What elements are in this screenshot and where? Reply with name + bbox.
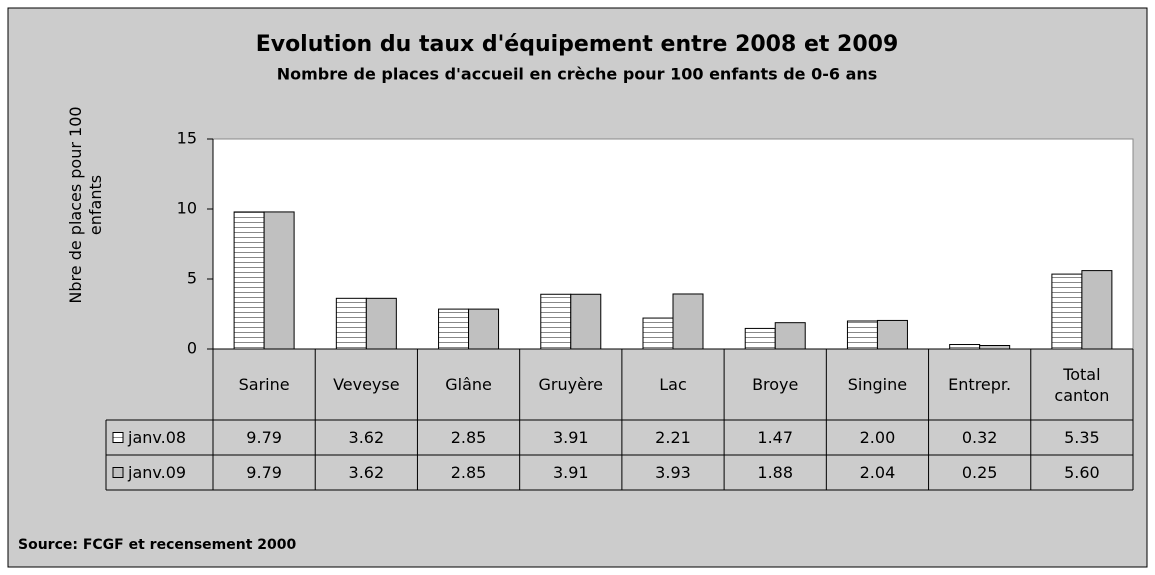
bar (876, 319, 908, 350)
table-value: 3.62 (348, 463, 385, 482)
category-label: Broye (752, 375, 799, 394)
category-label: Singine (847, 375, 908, 394)
category-label: Gruyère (538, 375, 604, 394)
table-value: 5.35 (1064, 428, 1100, 447)
table-value: 3.62 (348, 428, 385, 447)
y-tick-label: 5 (187, 269, 197, 288)
bar (570, 293, 602, 350)
bar (744, 327, 776, 350)
chart-title: Evolution du taux d'équipement entre 200… (256, 32, 899, 57)
bar (365, 297, 397, 350)
bar (642, 317, 674, 350)
table-value: 2.04 (859, 463, 896, 482)
bar (468, 308, 500, 350)
table-value: 2.00 (859, 428, 896, 447)
table-value: 3.91 (552, 463, 589, 482)
category-label: Entrepr. (948, 375, 1012, 394)
category-label: Veveyse (333, 375, 400, 394)
legend-key (112, 467, 124, 478)
table-value: 3.93 (655, 463, 691, 482)
table-value: 1.88 (757, 463, 794, 482)
legend-key (112, 432, 124, 443)
table-value: 2.21 (655, 428, 691, 447)
legend-label: janv.09 (127, 463, 186, 482)
table-value: 0.25 (961, 463, 998, 482)
chart-subtitle: Nombre de places d'accueil en crèche pou… (277, 65, 878, 84)
table-value: 0.32 (961, 428, 998, 447)
table-value: 2.85 (450, 428, 487, 447)
source: Source: FCGF et recensement 2000 (18, 537, 296, 553)
bar (438, 308, 470, 350)
y-tick-label: 0 (187, 339, 197, 358)
category-label: Lac (659, 375, 687, 394)
y-axis-label: Nbre de places pour 100 enfants (66, 106, 105, 304)
table-value: 2.85 (450, 463, 487, 482)
category-label: Total canton (1054, 364, 1110, 405)
table-value: 9.79 (246, 428, 282, 447)
table-value: 3.91 (552, 428, 589, 447)
bar (540, 293, 572, 350)
legend-label: janv.08 (127, 428, 186, 447)
category-label: Sarine (238, 375, 290, 394)
category-label: Glâne (445, 375, 492, 394)
y-tick-label: 15 (177, 129, 197, 148)
table-value: 9.79 (246, 463, 282, 482)
bar (672, 293, 704, 350)
bar (1051, 273, 1083, 350)
bar (774, 322, 806, 350)
table-value: 1.47 (757, 428, 794, 447)
y-tick-label: 10 (177, 199, 197, 218)
bar (1081, 270, 1113, 350)
bar (846, 320, 878, 350)
bar (263, 211, 295, 350)
bar (233, 211, 265, 350)
bar (335, 297, 367, 350)
table-value: 5.60 (1064, 463, 1100, 482)
